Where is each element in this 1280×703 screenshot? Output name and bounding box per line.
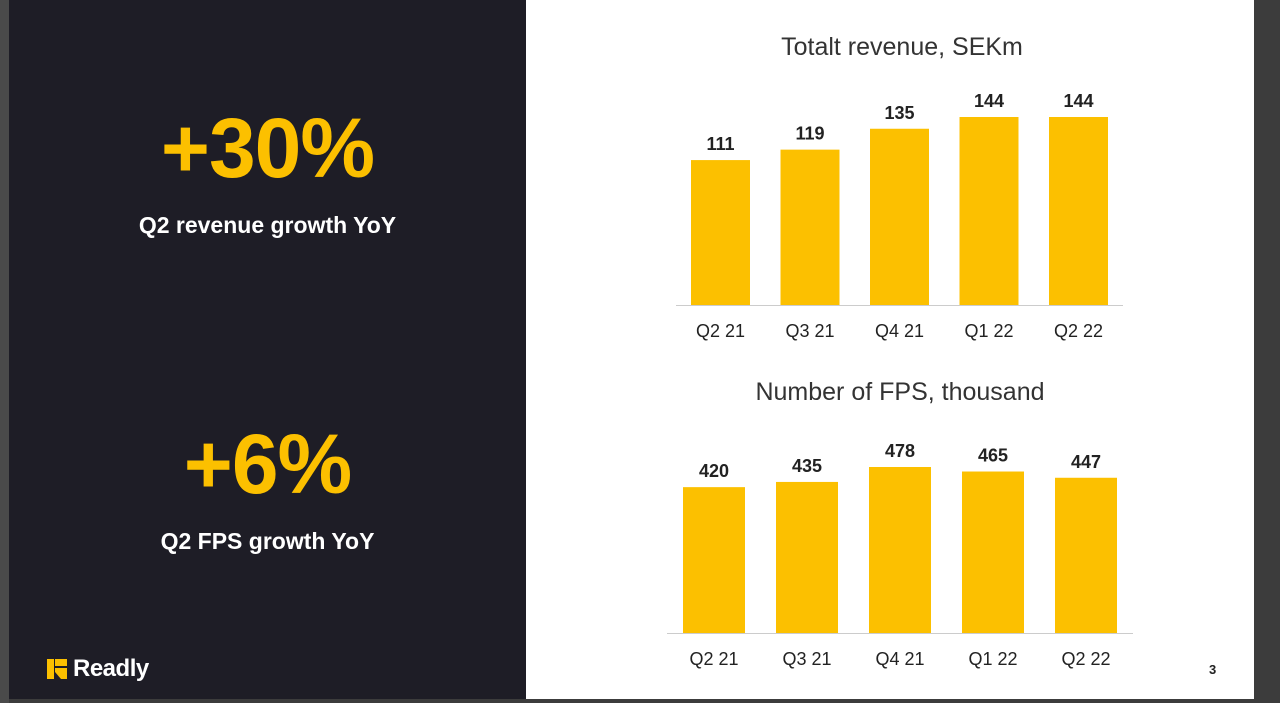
fps-category-label: Q1 22: [968, 649, 1017, 669]
fps-category-label: Q2 22: [1061, 649, 1110, 669]
revenue-data-label: 144: [1063, 91, 1093, 111]
fps-chart-title: Number of FPS, thousand: [755, 378, 1045, 406]
kpi-panel: +30% Q2 revenue growth YoY +6% Q2 FPS gr…: [9, 0, 526, 699]
fps-data-label: 435: [792, 456, 822, 476]
fps-bar: [1055, 477, 1117, 633]
fps-data-label: 465: [978, 446, 1008, 466]
revenue-data-label: 135: [884, 103, 914, 123]
fps-category-label: Q3 21: [782, 649, 831, 669]
slide: +30% Q2 revenue growth YoY +6% Q2 FPS gr…: [9, 0, 1254, 699]
fps-data-label: 478: [885, 441, 915, 461]
revenue-growth-value: +30%: [160, 101, 375, 195]
window-bottom-gap: [9, 699, 1254, 703]
revenue-bar: [1049, 117, 1108, 305]
revenue-chart-title: Totalt revenue, SEKm: [781, 33, 1023, 61]
revenue-data-label: 111: [706, 134, 734, 154]
revenue-bar: [780, 149, 840, 305]
revenue-growth-label: Q2 revenue growth YoY: [138, 212, 397, 238]
window-left-border: [0, 0, 9, 703]
revenue-bar: [959, 117, 1019, 305]
window-right-gap: [1254, 0, 1280, 703]
readly-logo-icon: [47, 659, 67, 679]
fps-bar: [683, 487, 745, 633]
fps-bar: [776, 481, 838, 633]
revenue-data-label: 144: [974, 91, 1004, 111]
readly-logo-text: Readly: [73, 655, 149, 682]
fps-bar: [869, 467, 931, 633]
fps-category-label: Q2 21: [689, 649, 738, 669]
revenue-bar: [691, 160, 750, 305]
fps-data-label: 420: [699, 461, 729, 481]
revenue-category-label: Q1 22: [964, 321, 1013, 341]
revenue-category-label: Q4 21: [875, 321, 924, 341]
revenue-bar: [870, 128, 929, 305]
revenue-category-label: Q3 21: [785, 321, 834, 341]
revenue-data-label: 119: [795, 124, 824, 144]
fps-bar: [962, 471, 1024, 633]
charts-svg: 111 Q2 21 119 Q3 21 135 Q4 21 144 Q1 22 144 Q2 22…: [667, 91, 1133, 669]
readly-logo: Readly: [47, 655, 149, 683]
fps-category-label: Q4 21: [875, 649, 924, 669]
page-number: 3: [1209, 662, 1217, 677]
revenue-category-label: Q2 21: [696, 321, 745, 341]
fps-growth-label: Q2 FPS growth YoY: [160, 528, 375, 554]
revenue-category-label: Q2 22: [1054, 321, 1103, 341]
fps-data-label: 447: [1071, 452, 1101, 472]
fps-growth-value: +6%: [183, 417, 352, 511]
